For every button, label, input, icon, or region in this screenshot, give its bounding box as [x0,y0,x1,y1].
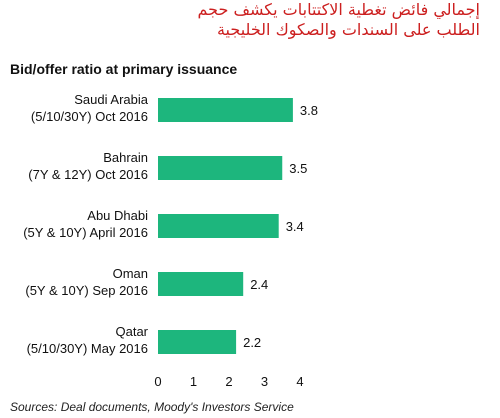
chart-title: Bid/offer ratio at primary issuance [10,61,238,77]
x-tick-label-3: 3 [261,374,268,389]
value-label-1: 3.8 [300,103,318,118]
category-label-1-line-1: Saudi Arabia [74,92,148,107]
category-label-1-line-2: (5/10/30Y) Oct 2016 [31,109,148,124]
value-label-3: 3.4 [286,219,304,234]
category-label-2-line-2: (7Y & 12Y) Oct 2016 [28,167,148,182]
bar-1 [158,98,293,122]
category-label-4-line-1: Oman [113,266,148,281]
bar-2 [158,156,283,180]
x-tick-label-0: 0 [154,374,161,389]
bar-4 [158,272,244,296]
value-label-4: 2.4 [250,277,268,292]
category-label-5-line-2: (5/10/30Y) May 2016 [27,341,148,356]
arabic-headline-line-1: إجمالي فائض تغطية الاكتتابات يكشف حجم [197,0,480,19]
category-label-3-line-1: Abu Dhabi [87,208,148,223]
x-tick-label-2: 2 [225,374,232,389]
category-label-2-line-1: Bahrain [103,150,148,165]
bar-5 [158,330,237,354]
source-note: Sources: Deal documents, Moody's Investo… [10,400,294,414]
arabic-headline: إجمالي فائض تغطية الاكتتابات يكشف حجم ال… [197,0,480,40]
x-tick-label-4: 4 [296,374,303,389]
category-label-4-line-2: (5Y & 10Y) Sep 2016 [25,283,148,298]
bar-3 [158,214,279,238]
value-label-5: 2.2 [243,335,261,350]
x-tick-label-1: 1 [190,374,197,389]
category-label-5-line-1: Qatar [115,324,148,339]
category-label-3-line-2: (5Y & 10Y) April 2016 [23,225,148,240]
arabic-headline-line-2: الطلب على السندات والصكوك الخليجية [216,20,480,39]
value-label-2: 3.5 [289,161,307,176]
